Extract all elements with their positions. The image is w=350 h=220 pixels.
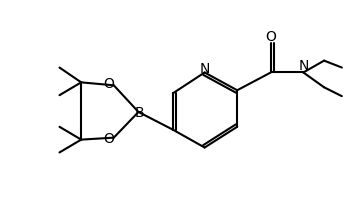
Text: O: O (265, 30, 276, 44)
Text: O: O (103, 77, 114, 91)
Text: O: O (103, 132, 114, 146)
Text: N: N (298, 59, 309, 73)
Text: N: N (199, 62, 210, 75)
Text: B: B (135, 106, 144, 120)
